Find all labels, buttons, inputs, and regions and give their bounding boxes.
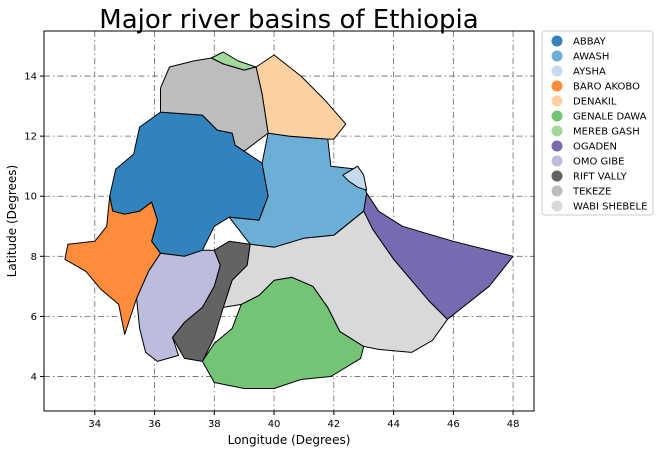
y-tick-label: 4 [31,372,37,383]
basin-denakil [255,54,347,140]
y-tick-label: 10 [24,192,37,203]
plot-frame [43,30,535,412]
y-tick-label: 8 [31,252,37,263]
legend-label-awash: AWASH [573,52,609,63]
legend-label-tekeze: TEKEZE [572,187,611,198]
y-tick-label: 6 [31,312,37,323]
legend-label-mereb-gash: MEREB GASH [573,127,640,138]
basin-wabi-shebele [222,210,448,353]
legend-marker-ogaden [551,140,563,152]
legend-label-ogaden: OGADEN [573,142,617,153]
legend-label-abbay: ABBAY [573,37,607,48]
legend-box [541,30,654,216]
x-axis-label: Longitude (Degrees) [228,433,351,447]
x-tick-label: 34 [88,419,101,430]
legend-label-denakil: DENAKIL [573,97,617,108]
basin-aysha [342,165,368,191]
y-tick-label: 12 [24,132,37,143]
x-tick-label: 44 [387,419,400,430]
basin-tekeze [160,57,269,152]
y-axis-label: Latitude (Degrees) [5,165,19,278]
x-tick-label: 48 [507,419,520,430]
x-tick-label: 46 [447,419,460,430]
y-tick-label: 14 [24,72,37,83]
chart-title: Major river basins of Ethiopia [99,5,478,35]
x-tick-label: 36 [148,419,161,430]
x-tick-label: 42 [327,419,340,430]
legend-label-wabi-shebele: WABI SHEBELE [573,202,647,213]
legend-label-aysha: AYSHA [573,67,606,78]
legend-marker-denakil [551,95,563,107]
legend: ABBAY AWASH AYSHA BARO AKOBO DENAKIL GENALE D… [551,35,647,213]
legend-label-genale-dawa: GENALE DAWA [573,112,647,123]
basin-baro-akobo [64,195,161,335]
legend-marker-abbay [551,35,563,47]
legend-marker-aysha [551,65,563,77]
legend-label-omo-gibe: OMO GIBE [573,157,624,168]
legend-marker-tekeze [551,185,563,197]
x-tick-label: 40 [268,419,281,430]
basin-polygons [64,51,514,389]
x-tick-label: 38 [208,419,221,430]
legend-marker-mereb-gash [551,125,563,137]
legend-label-baro-akobo: BARO AKOBO [573,82,640,93]
legend-marker-wabi-shebele [551,200,563,212]
legend-marker-baro-akobo [551,80,563,92]
legend-marker-omo-gibe [551,155,563,167]
legend-label-rift-vally: RIFT VALLY [573,172,628,183]
legend-marker-rift-vally [551,170,563,182]
legend-marker-awash [551,50,563,62]
legend-marker-genale-dawa [551,110,563,122]
